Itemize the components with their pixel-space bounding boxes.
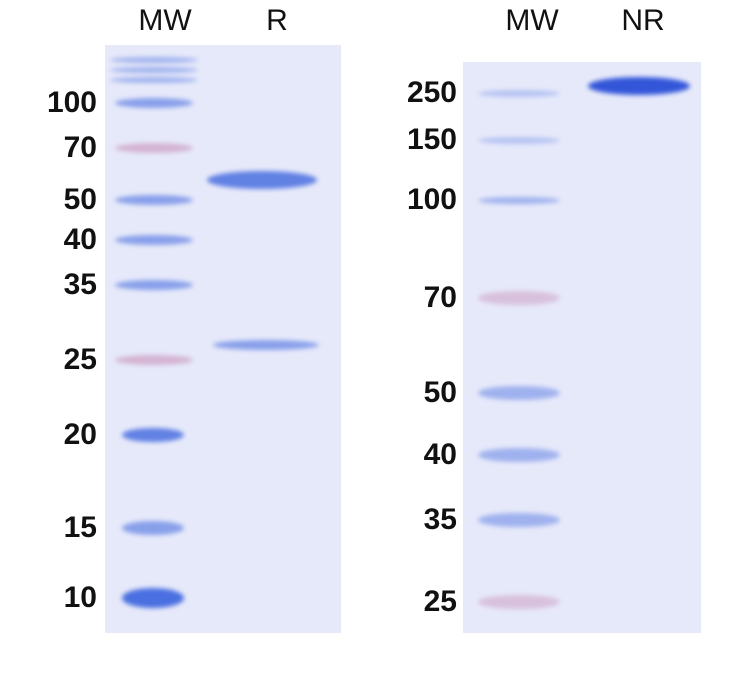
marker-label-35: 35 bbox=[63, 268, 97, 301]
marker-label-70: 70 bbox=[423, 281, 457, 314]
lane-label-mw-right: MW bbox=[505, 4, 559, 37]
marker-label-150: 150 bbox=[406, 123, 457, 156]
marker-label-50: 50 bbox=[63, 183, 97, 216]
marker-label-70: 70 bbox=[63, 131, 97, 164]
ladder-band-250 bbox=[478, 89, 560, 97]
marker-label-25: 25 bbox=[423, 585, 457, 618]
marker-label-100: 100 bbox=[406, 183, 457, 216]
lane-label-r: R bbox=[266, 4, 288, 37]
band-r-heavy-chain bbox=[207, 171, 317, 189]
marker-label-250: 250 bbox=[406, 76, 457, 109]
ladder-band-40 bbox=[115, 235, 193, 245]
marker-label-40: 40 bbox=[423, 438, 457, 471]
lane-label-nr: NR bbox=[621, 4, 665, 37]
ladder-band-40 bbox=[478, 448, 560, 462]
ladder-band-70 bbox=[478, 291, 560, 305]
marker-label-100: 100 bbox=[46, 86, 97, 119]
left-gel bbox=[105, 45, 341, 633]
marker-label-50: 50 bbox=[423, 376, 457, 409]
ladder-band bbox=[110, 57, 198, 63]
ladder-band-70 bbox=[115, 143, 193, 153]
ladder-band-20 bbox=[122, 428, 184, 442]
right-gel bbox=[463, 62, 701, 633]
ladder-band-50 bbox=[115, 195, 193, 205]
ladder-band-35 bbox=[478, 513, 560, 527]
band-r-light-chain bbox=[213, 340, 319, 350]
ladder-band-100 bbox=[115, 98, 193, 108]
ladder-band-35 bbox=[115, 280, 193, 290]
marker-label-35: 35 bbox=[423, 503, 457, 536]
ladder-band bbox=[110, 67, 198, 73]
ladder-band bbox=[110, 77, 198, 83]
ladder-band-150 bbox=[478, 136, 560, 144]
ladder-band-100 bbox=[478, 196, 560, 204]
band-nr-intact bbox=[588, 77, 690, 95]
ladder-band-50 bbox=[478, 386, 560, 400]
marker-label-10: 10 bbox=[63, 581, 97, 614]
marker-label-15: 15 bbox=[63, 511, 97, 544]
marker-label-20: 20 bbox=[63, 418, 97, 451]
marker-label-40: 40 bbox=[63, 223, 97, 256]
ladder-band-25 bbox=[115, 355, 193, 365]
marker-label-25: 25 bbox=[63, 343, 97, 376]
lane-label-mw-left: MW bbox=[138, 4, 192, 37]
ladder-band-15 bbox=[122, 521, 184, 535]
ladder-band-25 bbox=[478, 595, 560, 609]
ladder-band-10 bbox=[122, 588, 184, 608]
